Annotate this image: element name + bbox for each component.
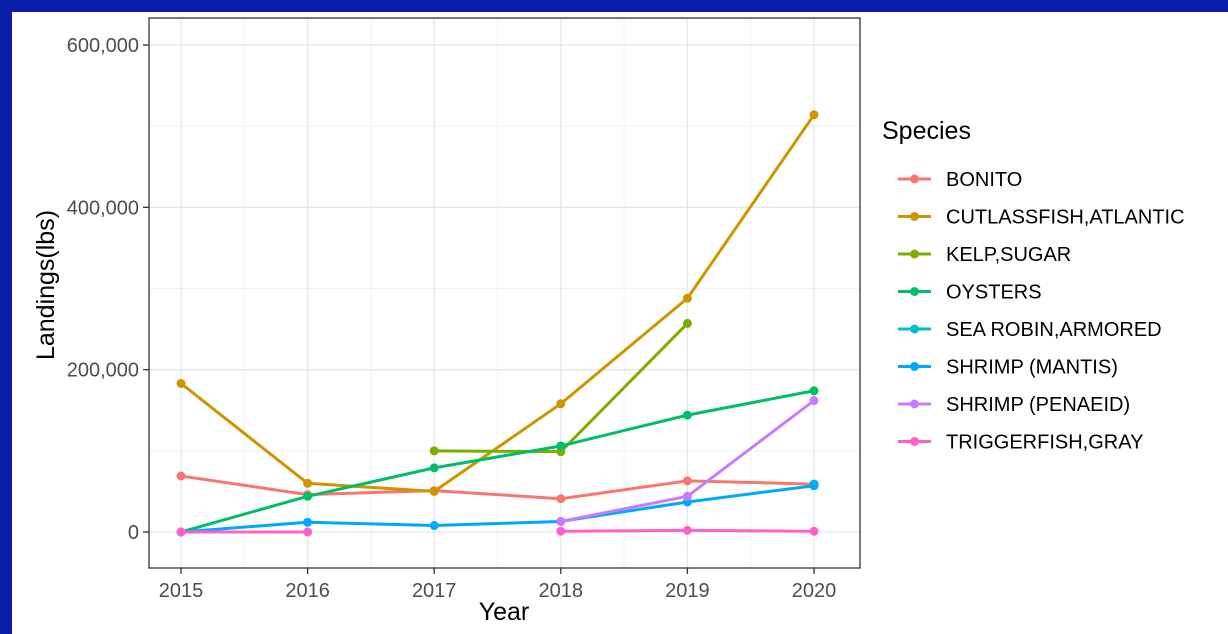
series-line bbox=[180, 484, 815, 534]
y-tick-label: 0 bbox=[128, 522, 139, 544]
data-point bbox=[809, 110, 819, 120]
data-point bbox=[176, 527, 186, 537]
series-layer bbox=[176, 110, 819, 537]
x-tick-label: 2018 bbox=[539, 580, 584, 602]
series-kelp-sugar bbox=[429, 318, 692, 457]
data-point bbox=[303, 491, 313, 501]
x-axis: 2015 2016 2017 2018 2019 2020 bbox=[159, 568, 837, 602]
data-point bbox=[429, 463, 439, 473]
legend-item: SHRIMP (MANTIS) bbox=[898, 357, 1118, 379]
data-point bbox=[176, 378, 186, 388]
data-point bbox=[176, 471, 186, 481]
data-point bbox=[556, 526, 566, 536]
x-tick-label: 2019 bbox=[665, 580, 710, 602]
data-point bbox=[682, 293, 692, 303]
legend-item: KELP,SUGAR bbox=[898, 244, 1071, 266]
x-tick-label: 2020 bbox=[792, 580, 837, 602]
data-point bbox=[429, 521, 439, 531]
legend-label: SHRIMP (MANTIS) bbox=[946, 357, 1118, 379]
data-point bbox=[809, 386, 819, 396]
legend-key-point bbox=[910, 212, 919, 221]
legend-key-point bbox=[910, 399, 919, 409]
y-axis-title: Landings(lbs) bbox=[32, 210, 60, 360]
legend-label: KELP,SUGAR bbox=[946, 244, 1071, 266]
data-point bbox=[303, 527, 313, 537]
plot-background bbox=[149, 18, 860, 568]
data-point bbox=[682, 318, 692, 328]
data-point bbox=[556, 399, 566, 409]
legend-key-point bbox=[910, 174, 919, 184]
legend-label: SHRIMP (PENAEID) bbox=[946, 394, 1130, 416]
data-point bbox=[303, 517, 313, 527]
data-point bbox=[556, 494, 566, 504]
chart-panel: 2015 2016 2017 2018 2019 2020 0 200,000 400,000… bbox=[12, 12, 1228, 634]
line-chart: 2015 2016 2017 2018 2019 2020 0 200,000 400,000… bbox=[32, 17, 1185, 626]
legend-key-point bbox=[910, 362, 919, 371]
data-point bbox=[682, 525, 692, 535]
legend-key-point bbox=[910, 324, 919, 334]
series-shrimp-penaeid- bbox=[556, 396, 819, 526]
legend-label: BONITO bbox=[946, 169, 1022, 191]
data-point bbox=[556, 441, 566, 451]
y-tick-label: 200,000 bbox=[67, 360, 139, 382]
y-tick-label: 400,000 bbox=[67, 197, 139, 219]
legend-item: SHRIMP (PENAEID) bbox=[898, 394, 1130, 416]
data-point bbox=[809, 526, 819, 536]
plot-border bbox=[148, 17, 861, 569]
y-axis: 0 200,000 400,000 600,000 bbox=[67, 35, 149, 544]
legend-label: SEA ROBIN,ARMORED bbox=[946, 319, 1162, 341]
data-point bbox=[429, 446, 439, 456]
series-cutlassfish-atlantic bbox=[176, 110, 819, 496]
data-point bbox=[682, 410, 692, 420]
data-point bbox=[429, 486, 439, 496]
legend-key-point bbox=[910, 287, 919, 296]
x-tick-label: 2017 bbox=[412, 580, 457, 602]
legend-key-point bbox=[910, 249, 919, 259]
x-axis-title: Year bbox=[479, 598, 530, 626]
series-line bbox=[180, 389, 815, 534]
legend-item: BONITO bbox=[898, 169, 1022, 191]
legend-item: OYSTERS bbox=[898, 282, 1042, 304]
legend-key-point bbox=[910, 437, 919, 446]
legend-label: TRIGGERFISH,GRAY bbox=[946, 432, 1143, 454]
data-point bbox=[556, 516, 566, 526]
series-line bbox=[180, 113, 816, 493]
x-tick-label: 2015 bbox=[159, 580, 204, 602]
x-tick-label: 2016 bbox=[285, 580, 330, 602]
legend-title: Species bbox=[882, 117, 971, 145]
legend-item: CUTLASSFISH,ATLANTIC bbox=[898, 207, 1185, 229]
series-triggerfish-gray bbox=[176, 525, 819, 537]
data-point bbox=[682, 476, 692, 486]
y-tick-label: 600,000 bbox=[67, 35, 139, 57]
grid bbox=[149, 18, 860, 568]
legend-item: SEA ROBIN,ARMORED bbox=[898, 319, 1162, 341]
legend: Species BONITO CUTLASSFISH,ATLANTIC KELP,S… bbox=[882, 117, 1185, 454]
legend-label: CUTLASSFISH,ATLANTIC bbox=[946, 207, 1185, 229]
data-point bbox=[809, 396, 819, 406]
data-point bbox=[303, 478, 313, 488]
legend-label: OYSTERS bbox=[946, 282, 1042, 304]
data-point bbox=[809, 481, 819, 491]
legend-item: TRIGGERFISH,GRAY bbox=[898, 432, 1143, 454]
data-point bbox=[682, 491, 692, 501]
